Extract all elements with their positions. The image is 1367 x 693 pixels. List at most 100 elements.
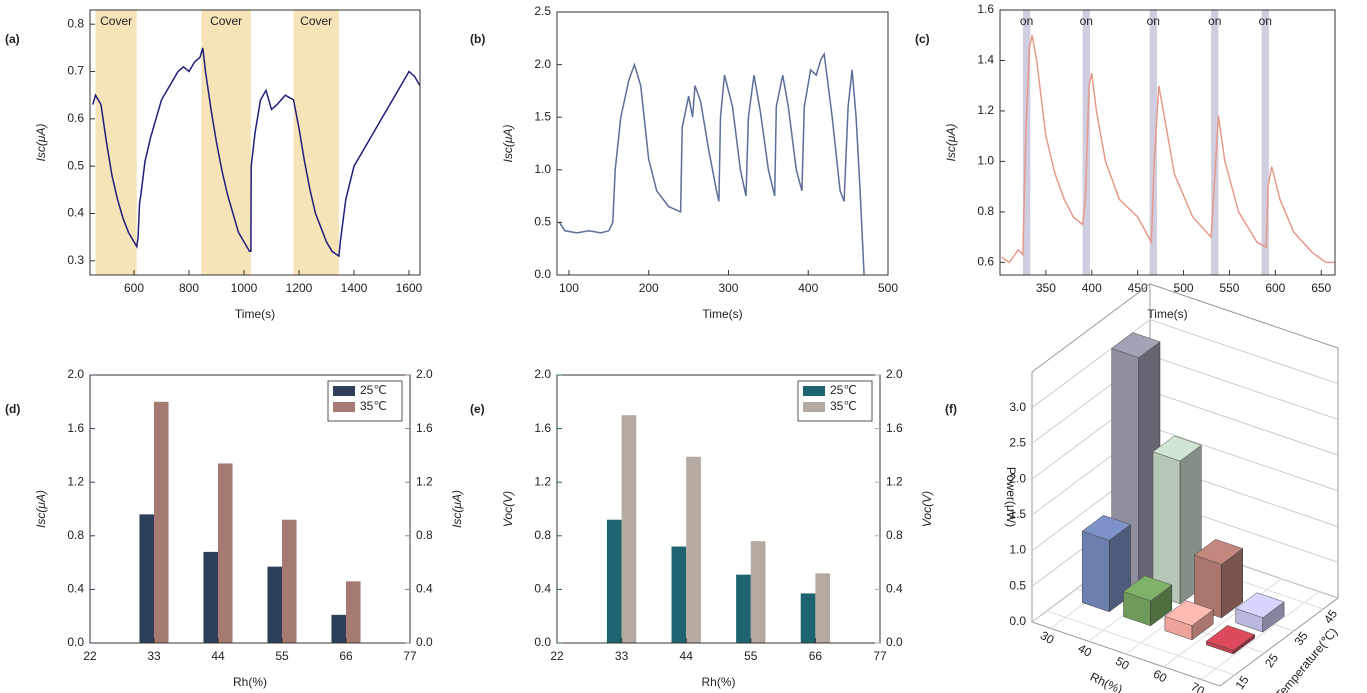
y-tick-label: 2.5 [534, 4, 551, 18]
y-tick-label: 0.4 [67, 206, 84, 220]
y-tick-label: 0.6 [67, 111, 84, 125]
x-tick-label: 60 [1151, 667, 1170, 686]
y2-tick-label: 1.2 [886, 474, 903, 488]
bar [218, 463, 233, 643]
x-tick-label: 66 [809, 649, 823, 663]
data-line [558, 51, 865, 276]
x-tick-label: 40 [1076, 641, 1095, 660]
bar-3d [1122, 575, 1173, 627]
x-tick-label: 33 [147, 649, 161, 663]
y-axis-label: Isc(μA) [34, 124, 48, 162]
band-label: Cover [300, 14, 332, 28]
y2-axis-label: Isc(μA) [450, 490, 464, 528]
x-tick-label: 66 [339, 649, 353, 663]
y2-tick-label: 2.0 [886, 367, 903, 381]
y-axis-label: Voc(V) [501, 491, 515, 527]
y-tick-label: 1.6 [67, 421, 84, 435]
z-tick-label: 3.0 [1009, 400, 1026, 414]
band-label: on [1147, 14, 1160, 28]
bar [282, 519, 297, 643]
bar [800, 593, 816, 643]
y-tick-label: 0.0 [534, 635, 551, 649]
y2-tick-label: 1.6 [886, 421, 903, 435]
y2-tick-label: 0.4 [886, 582, 903, 596]
shaded-band [1022, 10, 1031, 275]
y-tick-label: 45 [1321, 607, 1340, 626]
data-line [92, 47, 421, 258]
bar-3d [1164, 600, 1214, 641]
x-tick-label: 50 [1113, 654, 1132, 673]
bar [203, 551, 218, 643]
z-axis-label: Power(μW) [1004, 467, 1018, 527]
y2-tick-label: 1.2 [416, 474, 433, 488]
x-tick-label: 450 [1128, 281, 1148, 295]
y-tick-label: 0.8 [67, 16, 84, 30]
band-label: on [1208, 14, 1221, 28]
y-tick-label: 0.3 [67, 253, 84, 267]
x-tick-label: 550 [1219, 281, 1239, 295]
bar-top [1193, 539, 1244, 565]
plot-frame [89, 9, 421, 276]
y-tick-label: 1.5 [534, 109, 551, 123]
y-tick-label: 0.8 [534, 528, 551, 542]
legend-label: 25℃ [830, 383, 857, 397]
band-label: on [1259, 14, 1272, 28]
y2-tick-label: 0.8 [886, 528, 903, 542]
bar-top [1122, 575, 1173, 602]
y2-tick-label: 2.0 [416, 367, 433, 381]
y-tick-label: 0.5 [67, 158, 84, 172]
y-tick-label: 0.8 [67, 528, 84, 542]
panel-label: (d) [5, 402, 20, 416]
legend-swatch [333, 402, 355, 412]
y-tick-label: 15 [1233, 673, 1252, 692]
x-tick-label: 1400 [341, 281, 368, 295]
y2-tick-label: 0.4 [416, 582, 433, 596]
y-tick-label: 0.4 [534, 582, 551, 596]
panel-label: (f) [945, 402, 957, 416]
z-tick-label: 1.0 [1009, 543, 1026, 557]
y-tick-label: 25 [1262, 651, 1281, 670]
y-tick-label: 0.6 [977, 255, 994, 269]
bar [139, 514, 154, 643]
x-tick-label: 350 [1036, 281, 1056, 295]
y-tick-label: 1.6 [534, 421, 551, 435]
shaded-band [1261, 10, 1269, 275]
shaded-band [201, 10, 251, 275]
y-tick-label: 1.6 [977, 2, 994, 16]
data-line [1001, 35, 1335, 264]
bar-3d [1152, 435, 1202, 605]
x-tick-label: 33 [615, 649, 629, 663]
y2-tick-label: 0.0 [886, 635, 903, 649]
y-tick-label: 1.0 [977, 154, 994, 168]
bar [154, 401, 169, 643]
plot-frame [999, 9, 1336, 276]
band-label: Cover [100, 14, 132, 28]
x-tick-label: 650 [1311, 281, 1331, 295]
y-tick-label: 0.0 [67, 635, 84, 649]
bar-top [1235, 592, 1285, 618]
y-axis-label: Isc(μA) [944, 124, 958, 162]
z-tick-label: 1.5 [1009, 507, 1026, 521]
shaded-band [1149, 10, 1157, 275]
y-tick-label: 0.4 [67, 582, 84, 596]
panel-label: (a) [5, 32, 20, 46]
x-tick-label: 100 [559, 281, 579, 295]
legend-swatch [803, 386, 825, 396]
x-axis-label: Rh(%) [701, 675, 735, 689]
plot-frame [89, 374, 411, 644]
shaded-band [1082, 10, 1090, 275]
y-tick-label: 0.7 [67, 64, 84, 78]
shaded-band [95, 10, 137, 275]
plot-frame [556, 374, 881, 644]
bar [331, 614, 346, 643]
bar [621, 415, 637, 643]
y-axis-label: Isc(μA) [34, 490, 48, 528]
y2-tick-label: 0.8 [416, 528, 433, 542]
bar [346, 581, 361, 643]
legend-label: 35℃ [360, 399, 387, 413]
shaded-band [293, 10, 339, 275]
z-tick-label: 2.0 [1009, 471, 1026, 485]
z-tick-label: 0.5 [1009, 578, 1026, 592]
x-axis-label: Rh(%) [1088, 670, 1125, 693]
z-tick-label: 0.0 [1009, 614, 1026, 628]
